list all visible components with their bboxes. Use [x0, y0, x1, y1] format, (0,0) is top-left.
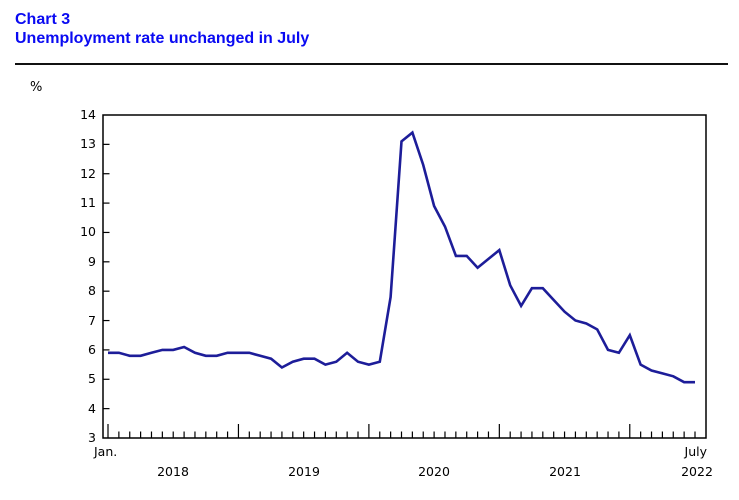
header-rule [15, 63, 728, 65]
y-tick-label-10: 10 [80, 224, 96, 240]
y-tick-label-9: 9 [88, 253, 96, 269]
y-tick-label-4: 4 [88, 400, 96, 416]
x-year-label-2019: 2019 [288, 464, 320, 479]
y-tick-label-8: 8 [88, 283, 96, 299]
y-tick-label-13: 13 [80, 136, 96, 152]
x-year-label-2018: 2018 [157, 464, 189, 479]
x-year-label-2022: 2022 [681, 464, 713, 479]
y-axis-unit-label: % [30, 80, 43, 95]
y-tick-label-11: 11 [80, 195, 96, 211]
unemployment-rate-line [108, 130, 695, 384]
x-end-month-label: July [684, 444, 707, 459]
y-tick-label-3: 3 [88, 430, 96, 445]
y-tick-label-6: 6 [88, 341, 96, 357]
plot-frame [102, 114, 707, 439]
x-start-month-label: Jan. [94, 444, 118, 459]
x-year-label-2020: 2020 [418, 464, 450, 479]
x-year-label-2021: 2021 [549, 464, 581, 479]
y-tick-label-14: 14 [80, 107, 96, 122]
chart-header: Chart 3 Unemployment rate unchanged in J… [15, 10, 728, 48]
chart-title: Unemployment rate unchanged in July [15, 30, 310, 47]
y-tick-label-12: 12 [80, 165, 96, 181]
y-tick-label-5: 5 [88, 371, 96, 387]
y-tick-label-7: 7 [88, 312, 96, 328]
chart-number: Chart 3 [15, 11, 71, 28]
